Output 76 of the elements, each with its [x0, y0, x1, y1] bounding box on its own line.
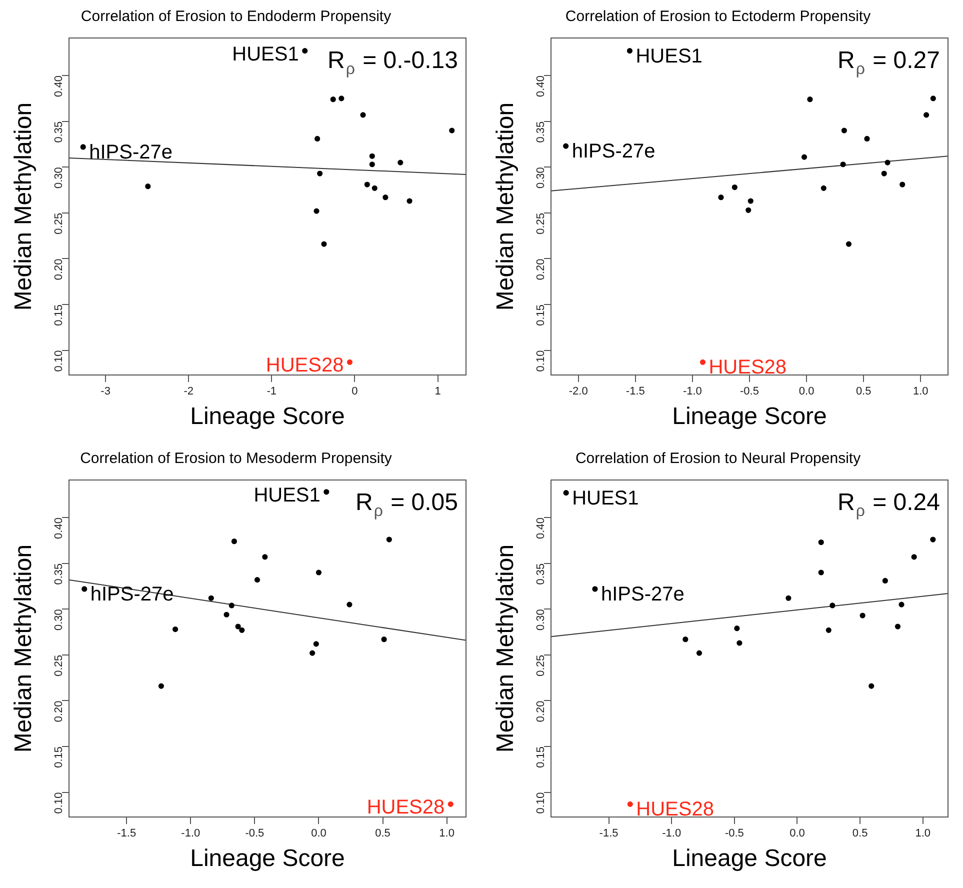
y-tick-label: 0.10 — [535, 350, 548, 372]
x-axis-title: Lineage Score — [672, 403, 827, 430]
y-tick-label: 0.25 — [53, 654, 66, 676]
x-tick-label: -1.5 — [626, 386, 645, 398]
x-tick-label: 0.0 — [790, 828, 805, 840]
y-tick-label: 0.40 — [53, 76, 66, 97]
x-tick-label: -2.0 — [568, 386, 588, 398]
x-tick-label: -0.5 — [724, 828, 744, 840]
x-tick-label: 0.5 — [375, 828, 390, 840]
y-tick-label: 0.15 — [53, 746, 66, 768]
annotation: HUES1 — [254, 484, 320, 506]
annotation: HUES28 — [708, 356, 787, 379]
x-tick-label: 1.0 — [915, 828, 931, 840]
x-tick-label: 1.0 — [439, 828, 454, 840]
annotation: HUES1 — [572, 487, 639, 510]
y-tick-label: 0.10 — [53, 350, 66, 372]
x-axis-title: Lineage Score — [190, 845, 345, 872]
annotation: HUES28 — [266, 354, 344, 377]
x-tick-label: 0.5 — [852, 828, 868, 840]
y-tick-label: 0.40 — [53, 518, 66, 539]
y-tick-label: 0.25 — [535, 654, 548, 676]
x-tick-label: -2 — [184, 386, 194, 398]
y-tick-label: 0.20 — [53, 258, 66, 280]
chart-title: Correlation of Erosion to Endoderm Propensity — [80, 8, 392, 26]
x-tick-label: -0.5 — [245, 828, 264, 840]
y-axis-title: Median Methylation — [492, 102, 520, 311]
x-tick-label: 0.5 — [856, 386, 872, 398]
x-tick-label: 0.0 — [311, 828, 326, 840]
y-tick-label: 0.30 — [535, 167, 548, 189]
x-tick-label: -1.5 — [599, 828, 618, 840]
annotation: HUES1 — [636, 45, 702, 68]
y-axis-title: Median Methylation — [10, 102, 38, 311]
annotation: hIPS-27e — [89, 141, 173, 164]
annotation: hIPS-27e — [90, 583, 174, 606]
x-axis-title: Lineage Score — [672, 845, 827, 872]
y-tick-label: 0.35 — [53, 563, 66, 585]
annotation: HUES1 — [232, 43, 299, 66]
annotation: HUES28 — [366, 796, 445, 819]
x-tick-label: -0.5 — [740, 386, 759, 398]
chart-title: Correlation of Erosion to Neural Propensity — [575, 450, 862, 468]
y-tick-label: 0.25 — [535, 212, 548, 234]
chart-title: Correlation of Erosion to Ectoderm Propensity — [565, 8, 872, 26]
y-tick-label: 0.35 — [535, 121, 548, 143]
x-tick-label: -3 — [100, 386, 110, 398]
x-tick-label: -1.0 — [682, 386, 702, 398]
x-tick-label: 0 — [352, 386, 358, 398]
y-tick-label: 0.20 — [53, 700, 66, 722]
y-axis-title: Median Methylation — [492, 544, 520, 753]
y-tick-label: 0.30 — [535, 609, 548, 631]
y-tick-label: 0.20 — [535, 700, 548, 722]
chart-title: Correlation of Erosion to Mesoderm Propensity — [80, 450, 392, 468]
x-tick-label: -1.0 — [181, 828, 200, 840]
x-tick-label: -1.5 — [117, 828, 136, 840]
y-tick-label: 0.40 — [535, 518, 548, 539]
annotation: hIPS-27e — [572, 140, 656, 163]
x-tick-label: 0.0 — [798, 386, 814, 398]
x-tick-label: 1 — [434, 386, 441, 398]
y-tick-label: 0.15 — [535, 746, 548, 768]
y-tick-label: 0.35 — [535, 563, 548, 585]
y-tick-label: 0.10 — [535, 792, 548, 814]
y-tick-label: 0.30 — [53, 609, 66, 631]
y-tick-label: 0.20 — [535, 258, 548, 280]
x-axis-title: Lineage Score — [190, 403, 345, 430]
y-axis-title: Median Methylation — [10, 544, 38, 753]
x-tick-label: -1.0 — [662, 828, 682, 840]
annotation: HUES28 — [636, 798, 714, 821]
x-tick-label: -1 — [266, 386, 277, 398]
y-tick-label: 0.30 — [53, 167, 66, 189]
x-tick-label: 1.0 — [912, 386, 928, 398]
y-tick-label: 0.40 — [535, 76, 548, 97]
y-tick-label: 0.15 — [535, 304, 548, 326]
y-tick-label: 0.25 — [53, 212, 66, 234]
annotation: hIPS-27e — [600, 583, 684, 606]
y-tick-label: 0.10 — [53, 792, 66, 814]
y-tick-label: 0.15 — [53, 304, 66, 326]
y-tick-label: 0.35 — [53, 121, 66, 143]
